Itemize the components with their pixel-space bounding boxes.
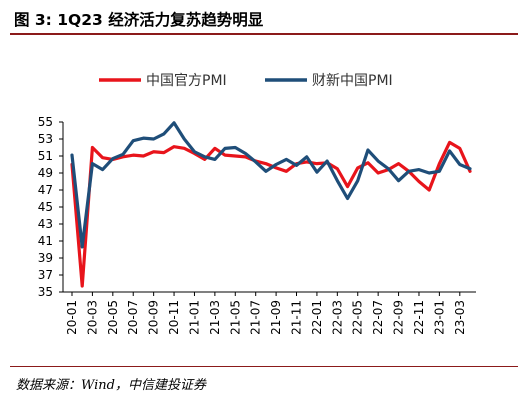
x-tick-label: 22-01 [310, 300, 324, 335]
source-rule [10, 366, 518, 367]
x-tick-label: 22-11 [412, 300, 426, 335]
x-tick-label: 20-11 [167, 300, 181, 335]
x-tick-label: 22-07 [371, 300, 385, 335]
y-tick-label: 45 [38, 200, 53, 214]
figure-title: 图 3: 1Q23 经济活力复苏趋势明显 [14, 11, 264, 29]
x-tick-label: 21-05 [228, 300, 242, 335]
series-group [70, 121, 472, 288]
y-tick-label: 51 [38, 149, 53, 163]
x-tick-label: 20-01 [65, 300, 79, 335]
x-tick-label: 23-01 [432, 300, 446, 335]
series-line-official-pmi [70, 140, 472, 288]
legend-label: 财新中国PMI [312, 73, 393, 89]
x-tick-label: 20-07 [126, 300, 140, 335]
y-tick-label: 37 [38, 268, 53, 282]
legend: 中国官方PMI 财新中国PMI [99, 73, 393, 89]
y-tick-label: 43 [38, 217, 53, 231]
x-tick-label: 22-05 [351, 300, 365, 335]
x-tick-label: 21-01 [187, 300, 201, 335]
x-tick-label: 21-09 [269, 300, 283, 335]
series-line-caixin-pmi [70, 121, 472, 249]
y-tick-label: 49 [38, 166, 53, 180]
y-tick-label: 53 [38, 132, 53, 146]
x-tick-label: 20-05 [106, 300, 120, 335]
x-tick-label: 21-07 [249, 300, 263, 335]
y-tick-label: 47 [38, 183, 53, 197]
x-tick-label: 21-03 [208, 300, 222, 335]
x-tick-label: 20-03 [85, 300, 99, 335]
y-tick-label: 39 [38, 251, 53, 265]
x-tick-label: 22-03 [330, 300, 344, 335]
pmi-line-chart: 中国官方PMI 财新中国PMI 35 37 39 41 43 45 47 49 51 53 55 20-… [38, 73, 476, 335]
y-tick-label: 41 [38, 234, 53, 248]
x-tick-label: 22-09 [392, 300, 406, 335]
legend-label: 中国官方PMI [146, 73, 227, 89]
axes: 35 37 39 41 43 45 47 49 51 53 55 20-01 20-03 20-05 20-… [38, 115, 476, 335]
x-tick-label: 21-11 [290, 300, 304, 335]
y-tick-label: 35 [38, 285, 53, 299]
title-rule [10, 33, 518, 35]
x-tick-label: 20-09 [147, 300, 161, 335]
y-tick-label: 55 [38, 115, 53, 129]
x-tick-label: 23-03 [453, 300, 467, 335]
source-note: 数据来源：Wind，中信建投证券 [16, 378, 206, 393]
